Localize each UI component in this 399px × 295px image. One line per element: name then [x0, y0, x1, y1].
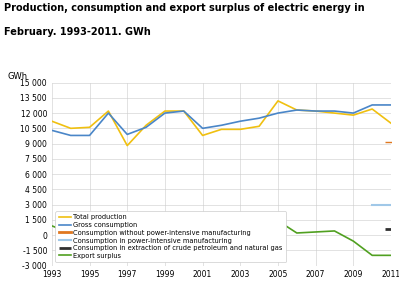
Gross consumption — [370, 103, 375, 107]
Total production — [162, 109, 167, 113]
Gross consumption — [144, 126, 148, 129]
Gross consumption — [106, 111, 111, 115]
Line: Gross consumption: Gross consumption — [52, 105, 391, 135]
Total production — [144, 124, 148, 127]
Total production — [257, 124, 261, 128]
Gross consumption — [49, 129, 54, 132]
Line: Export surplus: Export surplus — [52, 221, 391, 255]
Gross consumption — [351, 111, 356, 115]
Export surplus — [144, 238, 148, 242]
Export surplus — [351, 239, 356, 243]
Export surplus — [294, 231, 299, 235]
Export surplus — [370, 254, 375, 257]
Export surplus — [276, 219, 280, 222]
Gross consumption — [332, 109, 337, 113]
Gross consumption — [238, 119, 243, 123]
Legend: Total production, Gross consumption, Consumption without power-intensive manufac: Total production, Gross consumption, Con… — [55, 211, 286, 262]
Export surplus — [219, 236, 224, 240]
Total production — [389, 122, 393, 125]
Export surplus — [162, 239, 167, 243]
Gross consumption — [182, 109, 186, 113]
Gross consumption — [389, 103, 393, 107]
Gross consumption — [125, 133, 130, 136]
Total production — [200, 134, 205, 137]
Gross consumption — [219, 124, 224, 127]
Total production — [68, 127, 73, 130]
Gross consumption — [200, 127, 205, 130]
Total production — [106, 109, 111, 113]
Total production — [276, 99, 280, 103]
Total production — [294, 108, 299, 112]
Export surplus — [49, 224, 54, 228]
Export surplus — [182, 230, 186, 234]
Total production — [219, 127, 224, 131]
Total production — [49, 119, 54, 123]
Total production — [125, 144, 130, 148]
Total production — [238, 127, 243, 131]
Gross consumption — [257, 117, 261, 120]
Text: GWh: GWh — [8, 72, 28, 81]
Gross consumption — [87, 134, 92, 137]
Consumption in power-intensive manufacturing — [389, 203, 393, 206]
Gross consumption — [276, 111, 280, 115]
Total production — [87, 126, 92, 129]
Export surplus — [257, 239, 261, 243]
Text: February. 1993-2011. GWh: February. 1993-2011. GWh — [4, 27, 151, 37]
Total production — [313, 109, 318, 113]
Total production — [182, 109, 186, 113]
Gross consumption — [313, 109, 318, 113]
Total production — [370, 107, 375, 111]
Export surplus — [87, 230, 92, 234]
Export surplus — [332, 229, 337, 233]
Total production — [332, 111, 337, 115]
Export surplus — [200, 240, 205, 244]
Gross consumption — [162, 111, 167, 115]
Total production — [351, 113, 356, 117]
Export surplus — [125, 250, 130, 253]
Export surplus — [68, 231, 73, 235]
Export surplus — [106, 231, 111, 235]
Export surplus — [313, 230, 318, 234]
Consumption in power-intensive manufacturing — [370, 203, 375, 206]
Text: Production, consumption and export surplus of electric energy in: Production, consumption and export surpl… — [4, 3, 365, 13]
Line: Total production: Total production — [52, 101, 391, 146]
Export surplus — [389, 254, 393, 257]
Gross consumption — [68, 134, 73, 137]
Export surplus — [238, 241, 243, 245]
Gross consumption — [294, 108, 299, 112]
